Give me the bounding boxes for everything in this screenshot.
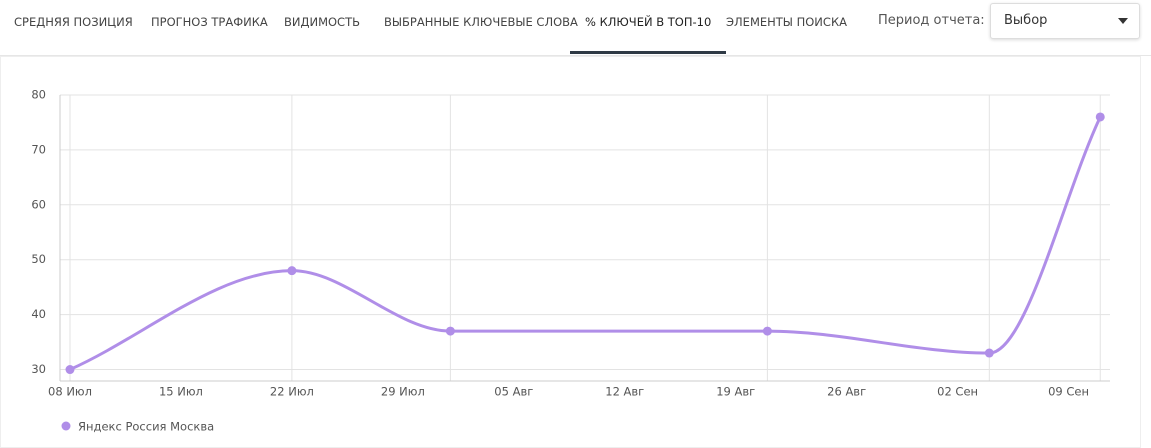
data-point — [1095, 112, 1105, 122]
x-tick-label: 26 Авг — [827, 385, 866, 399]
x-tick-label: 02 Сен — [937, 385, 978, 399]
legend-label: Яндекс Россия Москва — [78, 420, 214, 434]
data-point — [65, 365, 75, 375]
x-tick-label: 09 Сен — [1048, 385, 1089, 399]
x-tick-label: 15 Июл — [159, 385, 203, 399]
x-tick-label: 22 Июл — [270, 385, 314, 399]
y-tick-label: 40 — [31, 307, 46, 321]
tab[interactable]: ПРОГНОЗ ТРАФИКА — [151, 15, 268, 29]
y-tick-label: 70 — [31, 142, 46, 156]
caret — [1118, 18, 1128, 24]
period-label: Период отчета: — [878, 13, 985, 28]
tab[interactable]: ВЫБРАННЫЕ КЛЮЧЕВЫЕ СЛОВА — [384, 15, 578, 29]
select-value: Выбор — [1004, 13, 1048, 28]
x-tick-label: 08 Июл — [48, 385, 92, 399]
legend-marker — [61, 421, 71, 431]
x-tick-label: 05 Авг — [494, 385, 533, 399]
tab[interactable]: % КЛЮЧЕЙ В ТОП-10 — [585, 15, 712, 29]
data-point — [445, 326, 455, 336]
y-tick-label: 60 — [31, 197, 46, 211]
x-tick-label: 12 Авг — [605, 385, 644, 399]
chart: 30 40 50 60 70 80 08 Июл 15 Июл 22 Июл 29 Июл 05 А… — [0, 56, 1141, 448]
tab[interactable]: ЭЛЕМЕНТЫ ПОИСКА — [726, 15, 847, 29]
series-line — [69, 116, 1102, 371]
data-point — [287, 266, 297, 276]
data-point — [762, 326, 772, 336]
x-tick-label: 19 Авг — [716, 385, 755, 399]
tab[interactable]: СРЕДНЯЯ ПОЗИЦИЯ — [14, 15, 133, 29]
y-tick-label: 30 — [31, 362, 46, 376]
y-tick-label: 80 — [31, 88, 46, 102]
tab-bar: СРЕДНЯЯ ПОЗИЦИЯ ПРОГНОЗ ТРАФИКА ВИДИМОСТЬ В… — [0, 0, 1151, 56]
y-tick-label: 50 — [31, 252, 46, 266]
period-select[interactable]: Выбор — [990, 3, 1140, 39]
active-tab-underline — [570, 51, 726, 54]
x-tick-label: 29 Июл — [381, 385, 425, 399]
data-point — [984, 348, 994, 358]
tab[interactable]: ВИДИМОСТЬ — [284, 15, 360, 29]
